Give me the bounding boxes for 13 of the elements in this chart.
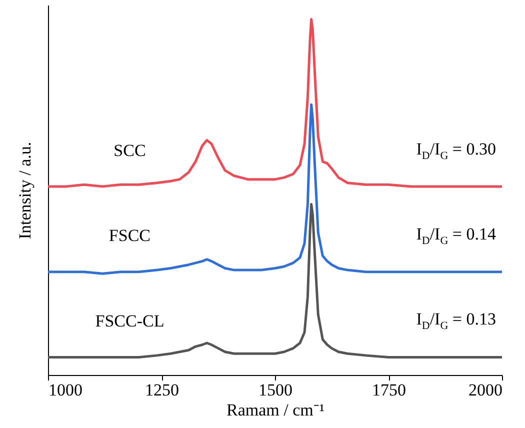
x-tick-label: 1250	[145, 380, 179, 400]
annotation: I$_{D}$/I$_{G}$ = 0.13	[416, 310, 496, 332]
series-label: FSCC-CL	[95, 312, 164, 331]
series-label: SCC	[114, 140, 146, 160]
x-tick-label: 1750	[372, 380, 406, 400]
series-label: FSCC	[108, 226, 151, 246]
y-axis-title: Intensity / a.u.	[16, 142, 34, 240]
x-tick-label: 1000	[48, 380, 82, 400]
annotation: I$_{D}$/I$_{G}$ = 0.14	[416, 224, 496, 247]
annotation: I$_{D}$/I$_{G}$ = 0.30	[416, 139, 496, 162]
x-tick-label: 1500	[258, 380, 292, 400]
x-axis-title: Ramam / cm⁻¹	[226, 400, 324, 420]
x-tick-label: 2000	[468, 380, 502, 400]
